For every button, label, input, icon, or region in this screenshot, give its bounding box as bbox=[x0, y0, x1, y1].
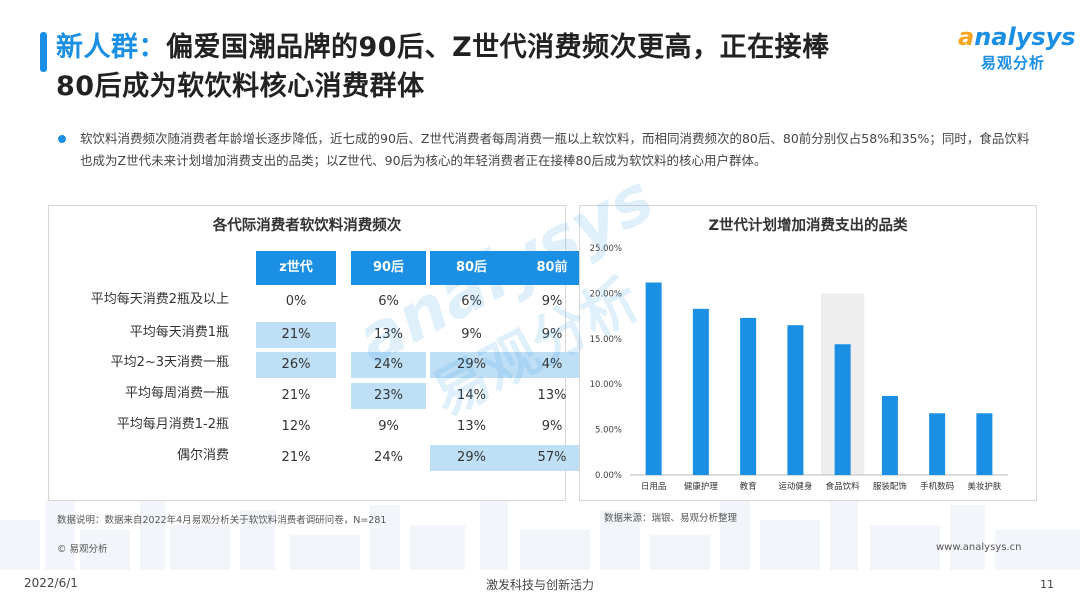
city-skyline-decoration bbox=[0, 490, 1080, 570]
table-row-label: 偶尔消费 bbox=[176, 448, 229, 463]
copyright: © 易观分析 bbox=[57, 544, 108, 555]
analysys-logo: analysys 易观分析 bbox=[958, 23, 1076, 72]
table-row-label: 平均每周消费一瓶 bbox=[124, 386, 229, 401]
table-row-label: 平均2~3天消费一瓶 bbox=[110, 355, 229, 370]
summary-text: 软饮料消费频次随消费者年龄增长逐步降低，近七成的90后、Z世代消费者每周消费一瓶… bbox=[80, 131, 1030, 168]
table-row-label: 平均每月消费1-2瓶 bbox=[116, 417, 229, 432]
table-cell: 26% bbox=[256, 352, 336, 378]
table-cell: 9% bbox=[541, 327, 563, 342]
table-cell: 12% bbox=[281, 419, 311, 434]
table-cell: 21% bbox=[281, 450, 311, 465]
title-highlight: 新人群： bbox=[56, 32, 166, 63]
y-tick-label: 15.00% bbox=[590, 335, 622, 345]
table-cell: 13% bbox=[457, 419, 486, 434]
bar bbox=[976, 413, 993, 475]
x-tick-label: 日用品 bbox=[641, 482, 667, 492]
y-tick-label: 0.00% bbox=[595, 471, 622, 481]
table-note: 数据说明：数据来自2022年4月易观分析关于软饮料消费者调研问卷，N=281 bbox=[57, 515, 387, 526]
table-cell: 23% bbox=[351, 383, 426, 409]
bar bbox=[787, 325, 804, 475]
table-cell: 57% bbox=[513, 445, 591, 471]
table-header-cell: 80前 bbox=[513, 251, 591, 285]
table-title: 各代际消费者软饮料消费频次 bbox=[212, 218, 402, 234]
table-cell: 24% bbox=[374, 450, 403, 465]
x-tick-label: 手机数码 bbox=[920, 481, 954, 492]
table-cell: 9% bbox=[541, 419, 563, 434]
table-cell: 13% bbox=[374, 327, 403, 342]
bar bbox=[834, 344, 851, 475]
bar bbox=[645, 282, 662, 475]
table-cell: 21% bbox=[281, 388, 311, 403]
y-tick-label: 10.00% bbox=[590, 380, 622, 390]
x-tick-label: 运动健身 bbox=[778, 481, 812, 492]
table-header-cell: 90后 bbox=[351, 251, 426, 285]
table-cell: 13% bbox=[537, 388, 567, 403]
table-cell: 0% bbox=[285, 294, 307, 309]
x-tick-label: 食品饮料 bbox=[826, 481, 861, 492]
table-header-cell: z世代 bbox=[256, 251, 336, 285]
table-cell: 29% bbox=[430, 445, 513, 471]
table-cell: 9% bbox=[541, 294, 563, 309]
bar bbox=[692, 308, 709, 475]
bullet-dot-icon bbox=[58, 135, 66, 143]
x-tick-label: 健康护理 bbox=[684, 481, 719, 492]
x-tick-label: 美妆护肤 bbox=[967, 481, 1002, 492]
chart-source: 数据来源：瑞银、易观分析整理 bbox=[604, 513, 738, 524]
chart-title: Z世代计划增加消费支出的品类 bbox=[708, 218, 908, 234]
table-cell: 29% bbox=[430, 352, 513, 378]
bar bbox=[881, 396, 898, 475]
table-cell: 6% bbox=[461, 294, 482, 309]
table-cell: 9% bbox=[461, 327, 482, 342]
y-tick-label: 25.00% bbox=[590, 244, 622, 254]
title-line1: 偏爱国潮品牌的90后、Z世代消费频次更高，正在接棒 bbox=[166, 32, 830, 63]
table-row-label: 平均每天消费2瓶及以上 bbox=[90, 292, 229, 307]
x-tick-label: 教育 bbox=[740, 481, 757, 492]
page-number: 11 bbox=[1040, 578, 1054, 591]
x-tick-label: 服装配饰 bbox=[873, 481, 908, 492]
frequency-table-panel: 各代际消费者软饮料消费频次 z世代 90后 80后 80前平均每天消费2瓶及以上 0% 6… bbox=[48, 205, 591, 501]
footer-date: 2022/6/1 bbox=[24, 576, 78, 590]
table-cell: 14% bbox=[457, 388, 486, 403]
table-header-cell: 80后 bbox=[430, 251, 513, 285]
footer-slogan: 激发科技与创新活力 bbox=[485, 578, 594, 592]
title-accent-bar bbox=[40, 32, 47, 72]
table-cell: 24% bbox=[351, 352, 426, 378]
table-row-label: 平均每天消费1瓶 bbox=[129, 325, 229, 340]
table-cell: 4% bbox=[513, 352, 591, 378]
table-cell: 9% bbox=[378, 419, 399, 434]
bar bbox=[929, 413, 946, 475]
table-cell: 21% bbox=[256, 322, 336, 348]
title-line2: 80后成为软饮料核心消费群体 bbox=[56, 71, 425, 102]
table-cell: 6% bbox=[378, 294, 399, 309]
page-title: 新人群：偏爱国潮品牌的90后、Z世代消费频次更高，正在接棒 80后成为软饮料核心… bbox=[56, 28, 936, 106]
website-link[interactable]: www.analysys.cn bbox=[936, 542, 1022, 553]
category-chart-panel: Z世代计划增加消费支出的品类 0.00% 5.00% 10.00% 15.00% 20.… bbox=[579, 205, 1037, 501]
category-bar-chart: 0.00% 5.00% 10.00% 15.00% 20.00% 25.00% 日用品 健康护… bbox=[590, 244, 1008, 492]
y-tick-label: 5.00% bbox=[595, 426, 622, 436]
bar bbox=[740, 317, 757, 475]
y-tick-label: 20.00% bbox=[590, 289, 622, 299]
